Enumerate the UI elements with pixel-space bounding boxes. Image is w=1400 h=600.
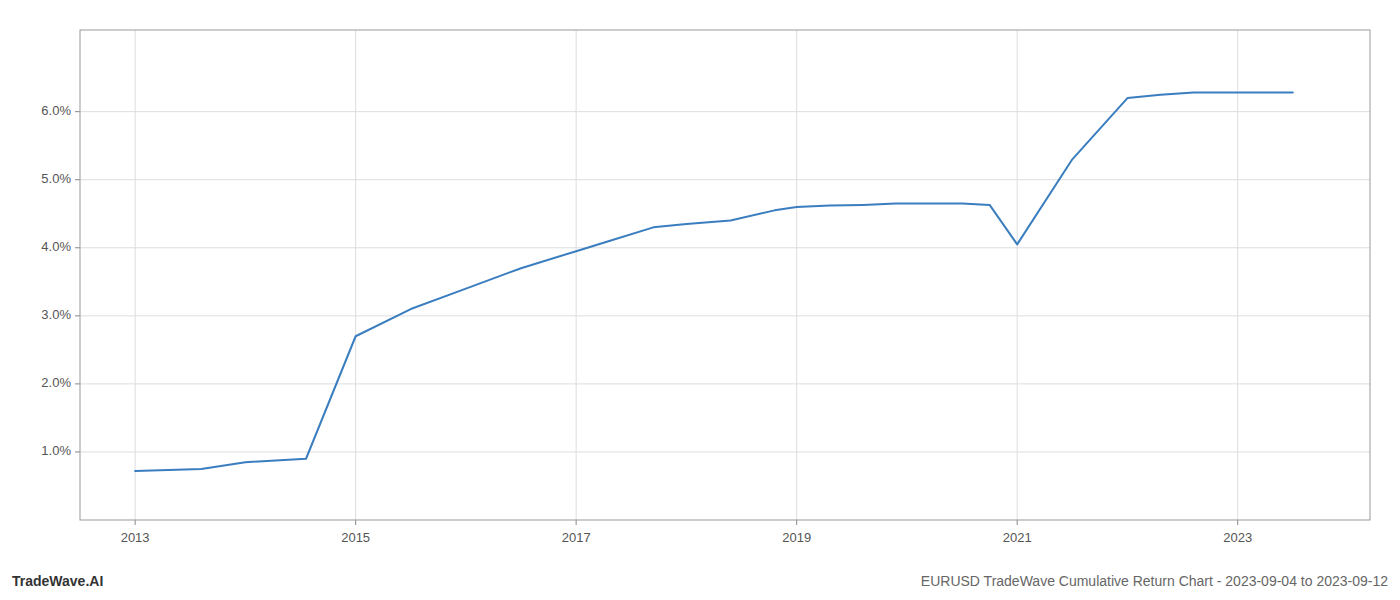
y-tick bbox=[75, 247, 80, 248]
x-tick bbox=[576, 520, 577, 525]
chart: 1.0% 2.0% 3.0% 4.0% 5.0% 6.0% 2013 2015 2017 2019… bbox=[0, 0, 1400, 600]
x-tick-label: 2023 bbox=[1223, 530, 1252, 545]
y-grid-line bbox=[80, 179, 1370, 180]
x-tick bbox=[135, 520, 136, 525]
x-tick bbox=[355, 520, 356, 525]
series bbox=[135, 93, 1293, 471]
y-tick bbox=[75, 179, 80, 180]
x-grid-line bbox=[355, 30, 356, 520]
plot-frame bbox=[80, 30, 1370, 520]
y-tick bbox=[75, 383, 80, 384]
y-tick-label: 2.0% bbox=[41, 375, 71, 390]
y-tick bbox=[75, 451, 80, 452]
y-tick-label: 6.0% bbox=[41, 103, 71, 118]
x-tick-label: 2013 bbox=[121, 530, 150, 545]
y-tick-label: 3.0% bbox=[41, 307, 71, 322]
y-grid-line bbox=[80, 315, 1370, 316]
y-grid-line bbox=[80, 383, 1370, 384]
x-tick-label: 2015 bbox=[341, 530, 370, 545]
x-tick-label: 2019 bbox=[782, 530, 811, 545]
y-tick-label: 1.0% bbox=[41, 443, 71, 458]
y-tick-label: 5.0% bbox=[41, 171, 71, 186]
x-tick-label: 2021 bbox=[1003, 530, 1032, 545]
x-grid-line bbox=[796, 30, 797, 520]
x-grid-line bbox=[1017, 30, 1018, 520]
x-tick-label: 2017 bbox=[562, 530, 591, 545]
x-tick bbox=[1237, 520, 1238, 525]
axes: 1.0% 2.0% 3.0% 4.0% 5.0% 6.0% 2013 2015 2017 2019… bbox=[41, 30, 1370, 545]
x-grid-line bbox=[576, 30, 577, 520]
x-tick bbox=[1017, 520, 1018, 525]
x-grid-line bbox=[1237, 30, 1238, 520]
footer-label: TradeWave.AI bbox=[12, 573, 103, 589]
y-grid-line bbox=[80, 451, 1370, 452]
y-grid-line bbox=[80, 247, 1370, 248]
x-grid-line bbox=[135, 30, 136, 520]
title: EURUSD TradeWave Cumulative Return Chart… bbox=[921, 573, 1388, 589]
y-tick bbox=[75, 111, 80, 112]
y-tick-label: 4.0% bbox=[41, 239, 71, 254]
x-tick bbox=[796, 520, 797, 525]
grid bbox=[80, 30, 1370, 520]
y-grid-line bbox=[80, 111, 1370, 112]
line bbox=[135, 93, 1293, 471]
y-tick bbox=[75, 315, 80, 316]
